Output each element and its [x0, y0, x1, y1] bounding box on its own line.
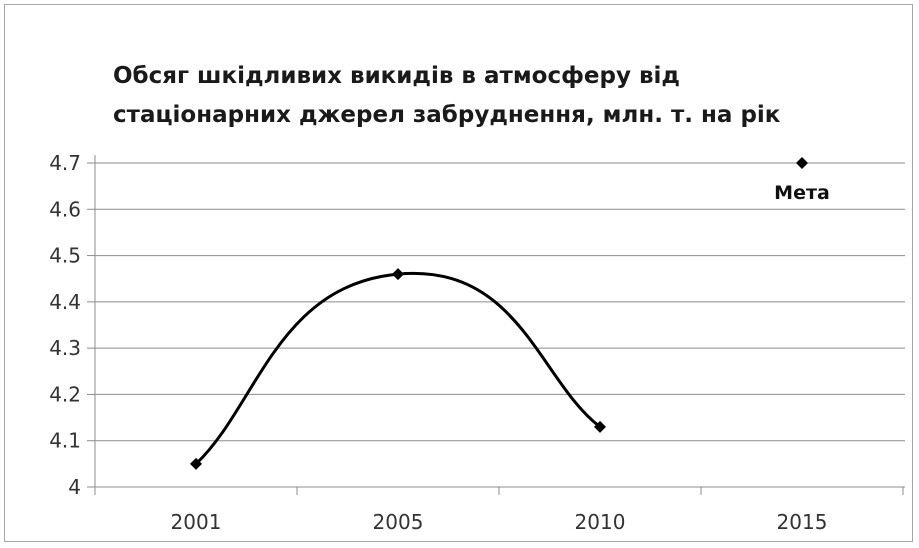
y-tick-label: 4.4 — [49, 290, 81, 314]
y-tick-label: 4 — [68, 475, 81, 499]
y-tick-label: 4.3 — [49, 336, 81, 360]
data-point — [796, 157, 808, 169]
annotation-label: Мета — [774, 182, 830, 204]
x-tick-label: 2001 — [171, 510, 222, 534]
y-tick-label: 4.6 — [49, 197, 81, 221]
chart-frame: Обсяг шкідливих викидів в атмосферу від … — [4, 4, 913, 542]
x-tick-label: 2010 — [575, 510, 626, 534]
y-tick-label: 4.2 — [49, 382, 81, 406]
y-tick-label: 4.1 — [49, 429, 81, 453]
chart-title: Обсяг шкідливих викидів в атмосферу від … — [113, 57, 873, 135]
data-point — [190, 457, 202, 470]
data-point — [594, 420, 606, 433]
x-tick-label: 2005 — [373, 510, 424, 534]
data-point — [392, 268, 404, 281]
x-tick-label: 2015 — [777, 510, 828, 534]
chart-title-line-2: стаціонарних джерел забруднення, млн. т.… — [113, 102, 781, 128]
y-tick-label: 4.7 — [49, 151, 81, 175]
y-tick-label: 4.5 — [49, 244, 81, 268]
chart-title-line-1: Обсяг шкідливих викидів в атмосферу від — [113, 63, 680, 89]
